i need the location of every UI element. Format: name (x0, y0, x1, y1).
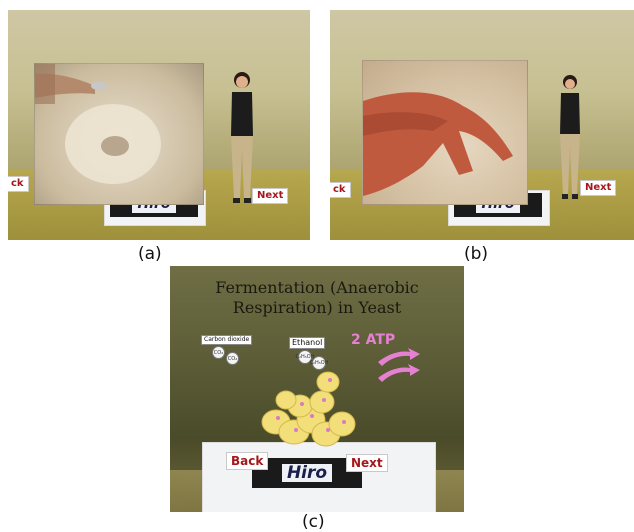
next-button[interactable]: Next (252, 188, 289, 204)
ethanol-label: Ethanol (289, 337, 326, 350)
atp-arrows-icon (378, 348, 420, 382)
caption-b: (b) (464, 244, 489, 264)
ethanol-molecule: C₂H₅OH (310, 356, 328, 370)
slide-title: Fermentation (Anaerobic Respiration) in … (215, 278, 419, 317)
presenter-figure (560, 75, 580, 199)
hand-mixing-illustration (363, 92, 513, 196)
co2-molecule: CO₂ (212, 346, 225, 359)
video-inset (34, 63, 204, 205)
atp-label: 2 ATP (351, 332, 396, 348)
caption-a: (a) (138, 244, 162, 264)
caption-c: (c) (302, 512, 325, 532)
next-button[interactable]: Next (580, 180, 617, 196)
ethanol-molecule: C₂H₅OH (296, 350, 314, 364)
yeast-plate-illustration (35, 64, 161, 184)
co2-molecule: CO₂ (226, 352, 239, 365)
hiro-marker-label: Hiro (281, 463, 333, 483)
hiro-marker: Hiro (252, 458, 362, 488)
panel-a: Hiro ck Next (8, 10, 310, 240)
back-button[interactable]: Back (226, 452, 269, 471)
video-inset (362, 60, 528, 205)
carbon-dioxide-label: Carbon dioxide (201, 335, 253, 345)
next-button[interactable]: Next (346, 454, 388, 473)
yeast-cluster-illustration (261, 371, 356, 447)
panel-b: Hiro ck Next (330, 10, 634, 240)
back-button[interactable]: ck (330, 182, 351, 198)
panel-c: Hiro Fermentation (Anaerobic Respiration… (170, 266, 464, 512)
back-button[interactable]: ck (8, 176, 29, 192)
presenter-figure (231, 72, 253, 203)
